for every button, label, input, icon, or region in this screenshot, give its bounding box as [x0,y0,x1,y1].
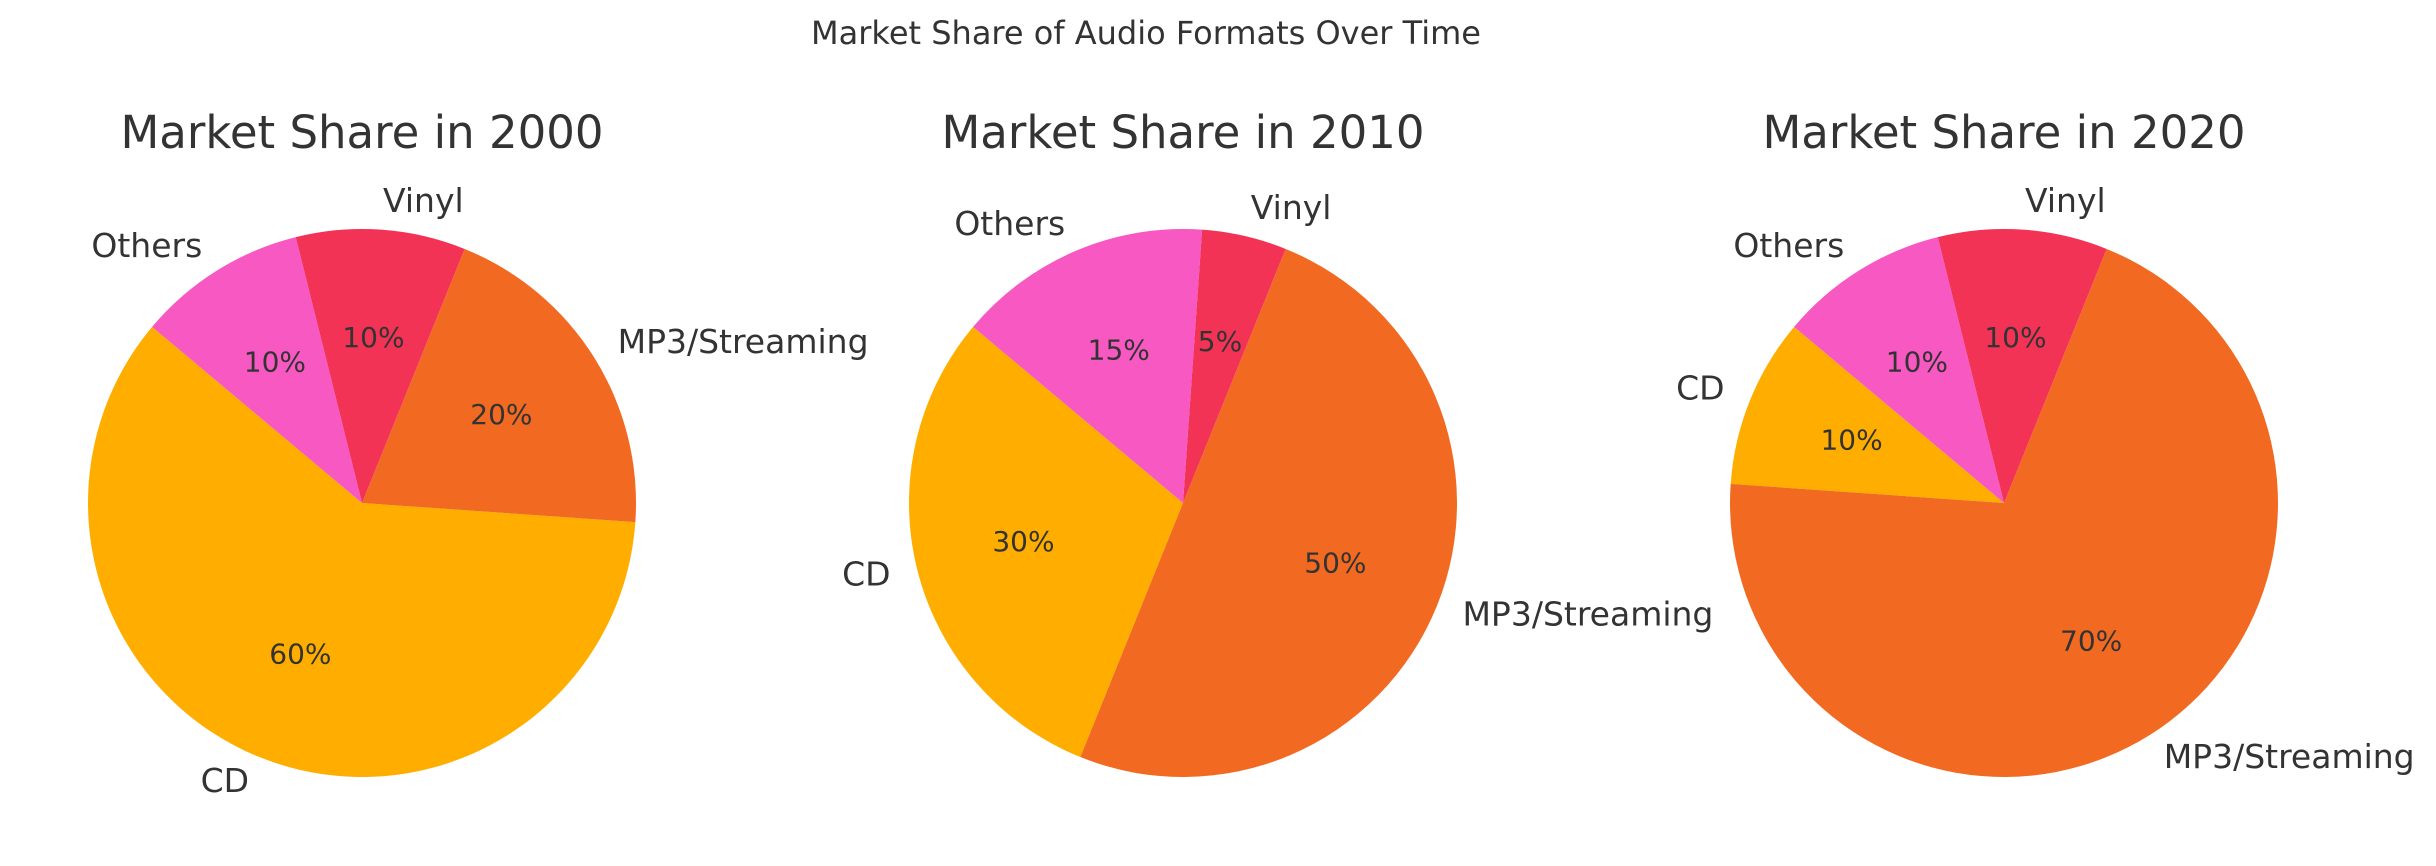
slice-percent-others: 15% [1088,334,1150,367]
slice-label-mp3-streaming: MP3/Streaming [1462,594,1713,633]
pie-slice-mp3-streaming [1730,248,2279,778]
slice-percent-mp3-streaming: 50% [1304,547,1366,580]
slice-label-vinyl: Vinyl [383,181,464,220]
slice-percent-cd: 30% [992,525,1054,558]
pie-slice-others [973,228,1203,503]
pie-title-2000: Market Share in 2000 [120,106,603,159]
slice-label-mp3-streaming: MP3/Streaming [2164,737,2415,776]
pie-slice-vinyl [295,229,465,504]
slice-percent-others: 10% [1886,346,1948,379]
pie-title-2010: Market Share in 2010 [941,106,1424,159]
pie-chart-2000: Market Share in 2000 CD 60% MP3/Streaming 2… [87,106,869,800]
slice-percent-vinyl: 10% [1984,321,2046,354]
slice-percent-mp3-streaming: 20% [470,398,532,431]
pie-slice-mp3-streaming [1080,248,1457,778]
figure-title: Market Share of Audio Formats Over Time [811,14,1481,52]
pie-slice-vinyl [1183,229,1286,503]
pie-slice-mp3-streaming [362,248,636,523]
slice-label-others: Others [954,204,1065,243]
pie-chart-2020: Market Share in 2020 CD 10% MP3/Streaming 7… [1676,106,2415,778]
pie-slice-cd [87,326,636,777]
slice-percent-vinyl: 5% [1198,325,1242,358]
pie-slice-vinyl [1937,229,2107,503]
slice-percent-others: 10% [244,346,306,379]
slice-percent-mp3-streaming: 70% [2060,624,2122,657]
slice-label-cd: CD [201,761,249,800]
slice-label-vinyl: Vinyl [2025,181,2106,220]
slice-label-mp3-streaming: MP3/Streaming [618,322,869,361]
pie-chart-2010: Market Share in 2010 CD 30% MP3/Streaming 5… [842,106,1713,778]
pie-slice-cd [909,326,1183,758]
slice-percent-cd: 60% [269,637,331,670]
slice-label-cd: CD [842,554,890,593]
slice-label-vinyl: Vinyl [1251,188,1332,227]
slice-label-others: Others [91,226,202,265]
pie-slice-cd [1730,326,2004,503]
pie-title-2020: Market Share in 2020 [1762,106,2245,159]
pie-slice-others [1794,237,2004,503]
slice-percent-vinyl: 10% [342,321,404,354]
slice-label-others: Others [1733,226,1844,265]
slice-label-cd: CD [1676,369,1724,408]
pie-slice-others [152,237,362,503]
slice-percent-cd: 10% [1820,423,1882,456]
